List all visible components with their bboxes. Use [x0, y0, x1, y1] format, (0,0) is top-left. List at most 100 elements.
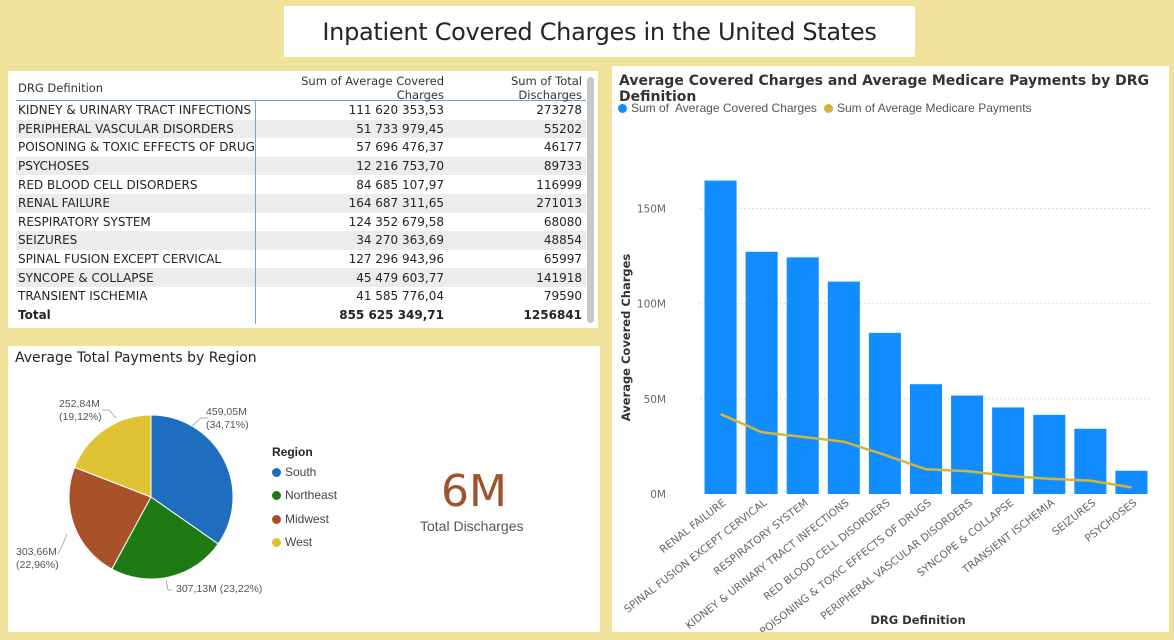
legend-item-west[interactable]: West	[272, 535, 312, 549]
cell-discharges: 89733	[543, 159, 582, 174]
pie-slice-west[interactable]	[73, 414, 152, 498]
pie-legend-title: Region	[272, 445, 313, 459]
pie-slice-northeast[interactable]	[111, 496, 219, 580]
cell-drg: SPINAL FUSION EXCEPT CERVICAL	[16, 249, 256, 269]
leader-line-northeast	[165, 579, 172, 591]
region-pie-visual[interactable]: Average Total Payments by Region 459,05M…	[8, 346, 600, 632]
cell-covered-charges: 124 352 679,58	[348, 214, 444, 229]
cell-discharges: 48854	[543, 233, 582, 248]
pie-chart	[57, 409, 234, 591]
x-axis-title: DRG Definition	[870, 613, 965, 627]
cell-drg: KIDNEY & URINARY TRACT INFECTIONS	[16, 101, 256, 120]
pie-slice-south[interactable]	[150, 414, 234, 545]
cell-drg: RENAL FAILURE	[16, 193, 256, 213]
table-row[interactable]: RESPIRATORY SYSTEM 124 352 679,58 68080	[16, 212, 586, 232]
legend-dot-medicare-payments	[824, 103, 833, 113]
cell-covered-charges: 51 733 979,45	[356, 121, 444, 136]
total-discharges: 1256841	[523, 307, 582, 322]
pie-label-northeast-value: 307,13M (23,22%)	[176, 583, 263, 595]
table-scrollbar[interactable]	[587, 77, 594, 323]
kpi-label: Total Discharges	[420, 518, 524, 534]
x-tick-label: PERIPHERAL VASCULAR DISORDERS	[819, 497, 975, 623]
bar[interactable]	[868, 332, 901, 494]
pie-label-west: 252,84M (19,12%)	[59, 398, 102, 424]
bar[interactable]	[704, 180, 737, 494]
cell-discharges: 271013	[536, 196, 582, 211]
leader-line-south	[190, 417, 208, 428]
table-row[interactable]: RED BLOOD CELL DISORDERS 84 685 107,97 116…	[16, 175, 586, 194]
cell-drg: RESPIRATORY SYSTEM	[16, 212, 256, 232]
y-tick-label: 50M	[644, 394, 666, 406]
table-row[interactable]: POISONING & TOXIC EFFECTS OF DRUGS 57 696…	[16, 138, 586, 157]
drg-bar-chart-visual[interactable]: Average Covered Charges and Average Medi…	[612, 66, 1169, 632]
pie-slice-midwest[interactable]	[68, 466, 152, 570]
legend-dot-northeast	[272, 490, 281, 500]
drg-table: DRG Definition Sum of Average Covered Ch…	[16, 73, 586, 325]
legend-label-south: South	[285, 465, 317, 479]
cell-covered-charges: 84 685 107,97	[356, 177, 444, 192]
pie-label-south-pct: (34,71%)	[206, 419, 249, 431]
cell-drg: PSYCHOSES	[16, 156, 256, 176]
legend-dot-covered-charges	[618, 103, 627, 113]
cell-discharges: 79590	[543, 289, 582, 304]
column-header-drg[interactable]: DRG Definition	[18, 80, 104, 95]
cell-discharges: 68080	[543, 214, 582, 229]
bar[interactable]	[786, 257, 819, 494]
pie-label-northeast: 307,13M (23,22%)	[176, 583, 262, 596]
cell-discharges: 116999	[536, 177, 582, 192]
legend-label-northeast: Northeast	[285, 488, 338, 502]
cell-drg: RED BLOOD CELL DISORDERS	[16, 175, 256, 194]
y-axis-title: Average Covered Charges	[619, 254, 633, 422]
bar[interactable]	[992, 407, 1025, 494]
x-tick-label: SPINAL FUSION EXCEPT CERVICAL	[622, 497, 770, 616]
bar-chart-svg: 0M 50M 100M 150M Average Covered Charges DRG …	[619, 180, 1152, 632]
cell-covered-charges: 164 687 311,65	[348, 196, 444, 211]
bar[interactable]	[909, 384, 943, 494]
total-covered-charges: 855 625 349,71	[339, 307, 444, 322]
column-header-discharges[interactable]: Sum of Total Discharges	[510, 73, 582, 102]
table-row[interactable]: RENAL FAILURE 164 687 311,65 271013	[16, 193, 586, 213]
cell-discharges: 273278	[536, 103, 582, 118]
pie-label-west-value: 252,84M	[59, 398, 100, 410]
legend-item-south[interactable]: South	[272, 465, 316, 479]
pie-label-midwest-value: 303,66M	[16, 546, 57, 558]
leader-line-midwest	[57, 533, 68, 555]
cell-covered-charges: 57 696 476,37	[356, 140, 444, 155]
table-row[interactable]: TRANSIENT ISCHEMIA 41 585 776,04 79590	[16, 286, 586, 306]
pie-label-south: 459,05M (34,71%)	[206, 406, 249, 432]
medicare-payments-line[interactable]	[720, 412, 1132, 489]
table-row[interactable]: PSYCHOSES 12 216 753,70 89733	[16, 156, 586, 176]
cell-covered-charges: 111 620 353,53	[348, 103, 444, 118]
y-tick-label: 100M	[637, 299, 666, 311]
pie-title: Average Total Payments by Region	[15, 350, 257, 366]
cell-drg: SYNCOPE & COLLAPSE	[16, 268, 256, 287]
legend-item-covered-charges[interactable]: Sum of Average Covered Charges	[618, 101, 817, 115]
table-row[interactable]: SPINAL FUSION EXCEPT CERVICAL 127 296 943…	[16, 249, 586, 269]
legend-label-medicare-payments: Sum of Average Medicare Payments	[837, 101, 1032, 115]
legend-item-medicare-payments[interactable]: Sum of Average Medicare Payments	[824, 101, 1032, 115]
table-row[interactable]: KIDNEY & URINARY TRACT INFECTIONS 111 620…	[16, 101, 586, 120]
pie-label-south-value: 459,05M	[206, 406, 247, 418]
bar[interactable]	[1033, 414, 1066, 494]
cell-discharges: 55202	[543, 121, 582, 136]
table-row[interactable]: SYNCOPE & COLLAPSE 45 479 603,77 141918	[16, 268, 586, 287]
legend-item-midwest[interactable]: Midwest	[272, 512, 329, 526]
bar[interactable]	[827, 281, 860, 494]
bar[interactable]	[1115, 470, 1148, 494]
column-header-covered-charges[interactable]: Sum of Average Covered Charges	[301, 73, 444, 102]
y-tick-label: 150M	[637, 204, 666, 216]
table-body: KIDNEY & URINARY TRACT INFECTIONS 111 620…	[16, 101, 586, 306]
table-row[interactable]: SEIZURES 34 270 363,69 48854	[16, 231, 586, 250]
bar[interactable]	[951, 395, 984, 494]
cell-discharges: 65997	[543, 252, 582, 267]
table-row[interactable]: PERIPHERAL VASCULAR DISORDERS 51 733 979,…	[16, 119, 586, 139]
y-tick-label: 0M	[650, 489, 666, 501]
bar[interactable]	[1074, 428, 1107, 494]
legend-dot-west	[272, 537, 281, 547]
leader-line-west	[102, 409, 117, 419]
table-total-row: Total 855 625 349,71 1256841	[16, 305, 586, 325]
drg-table-visual[interactable]: DRG Definition Sum of Average Covered Ch…	[8, 71, 598, 328]
table-header-row: DRG Definition Sum of Average Covered Ch…	[16, 73, 586, 102]
bar[interactable]	[745, 251, 778, 494]
legend-item-northeast[interactable]: Northeast	[272, 488, 337, 502]
